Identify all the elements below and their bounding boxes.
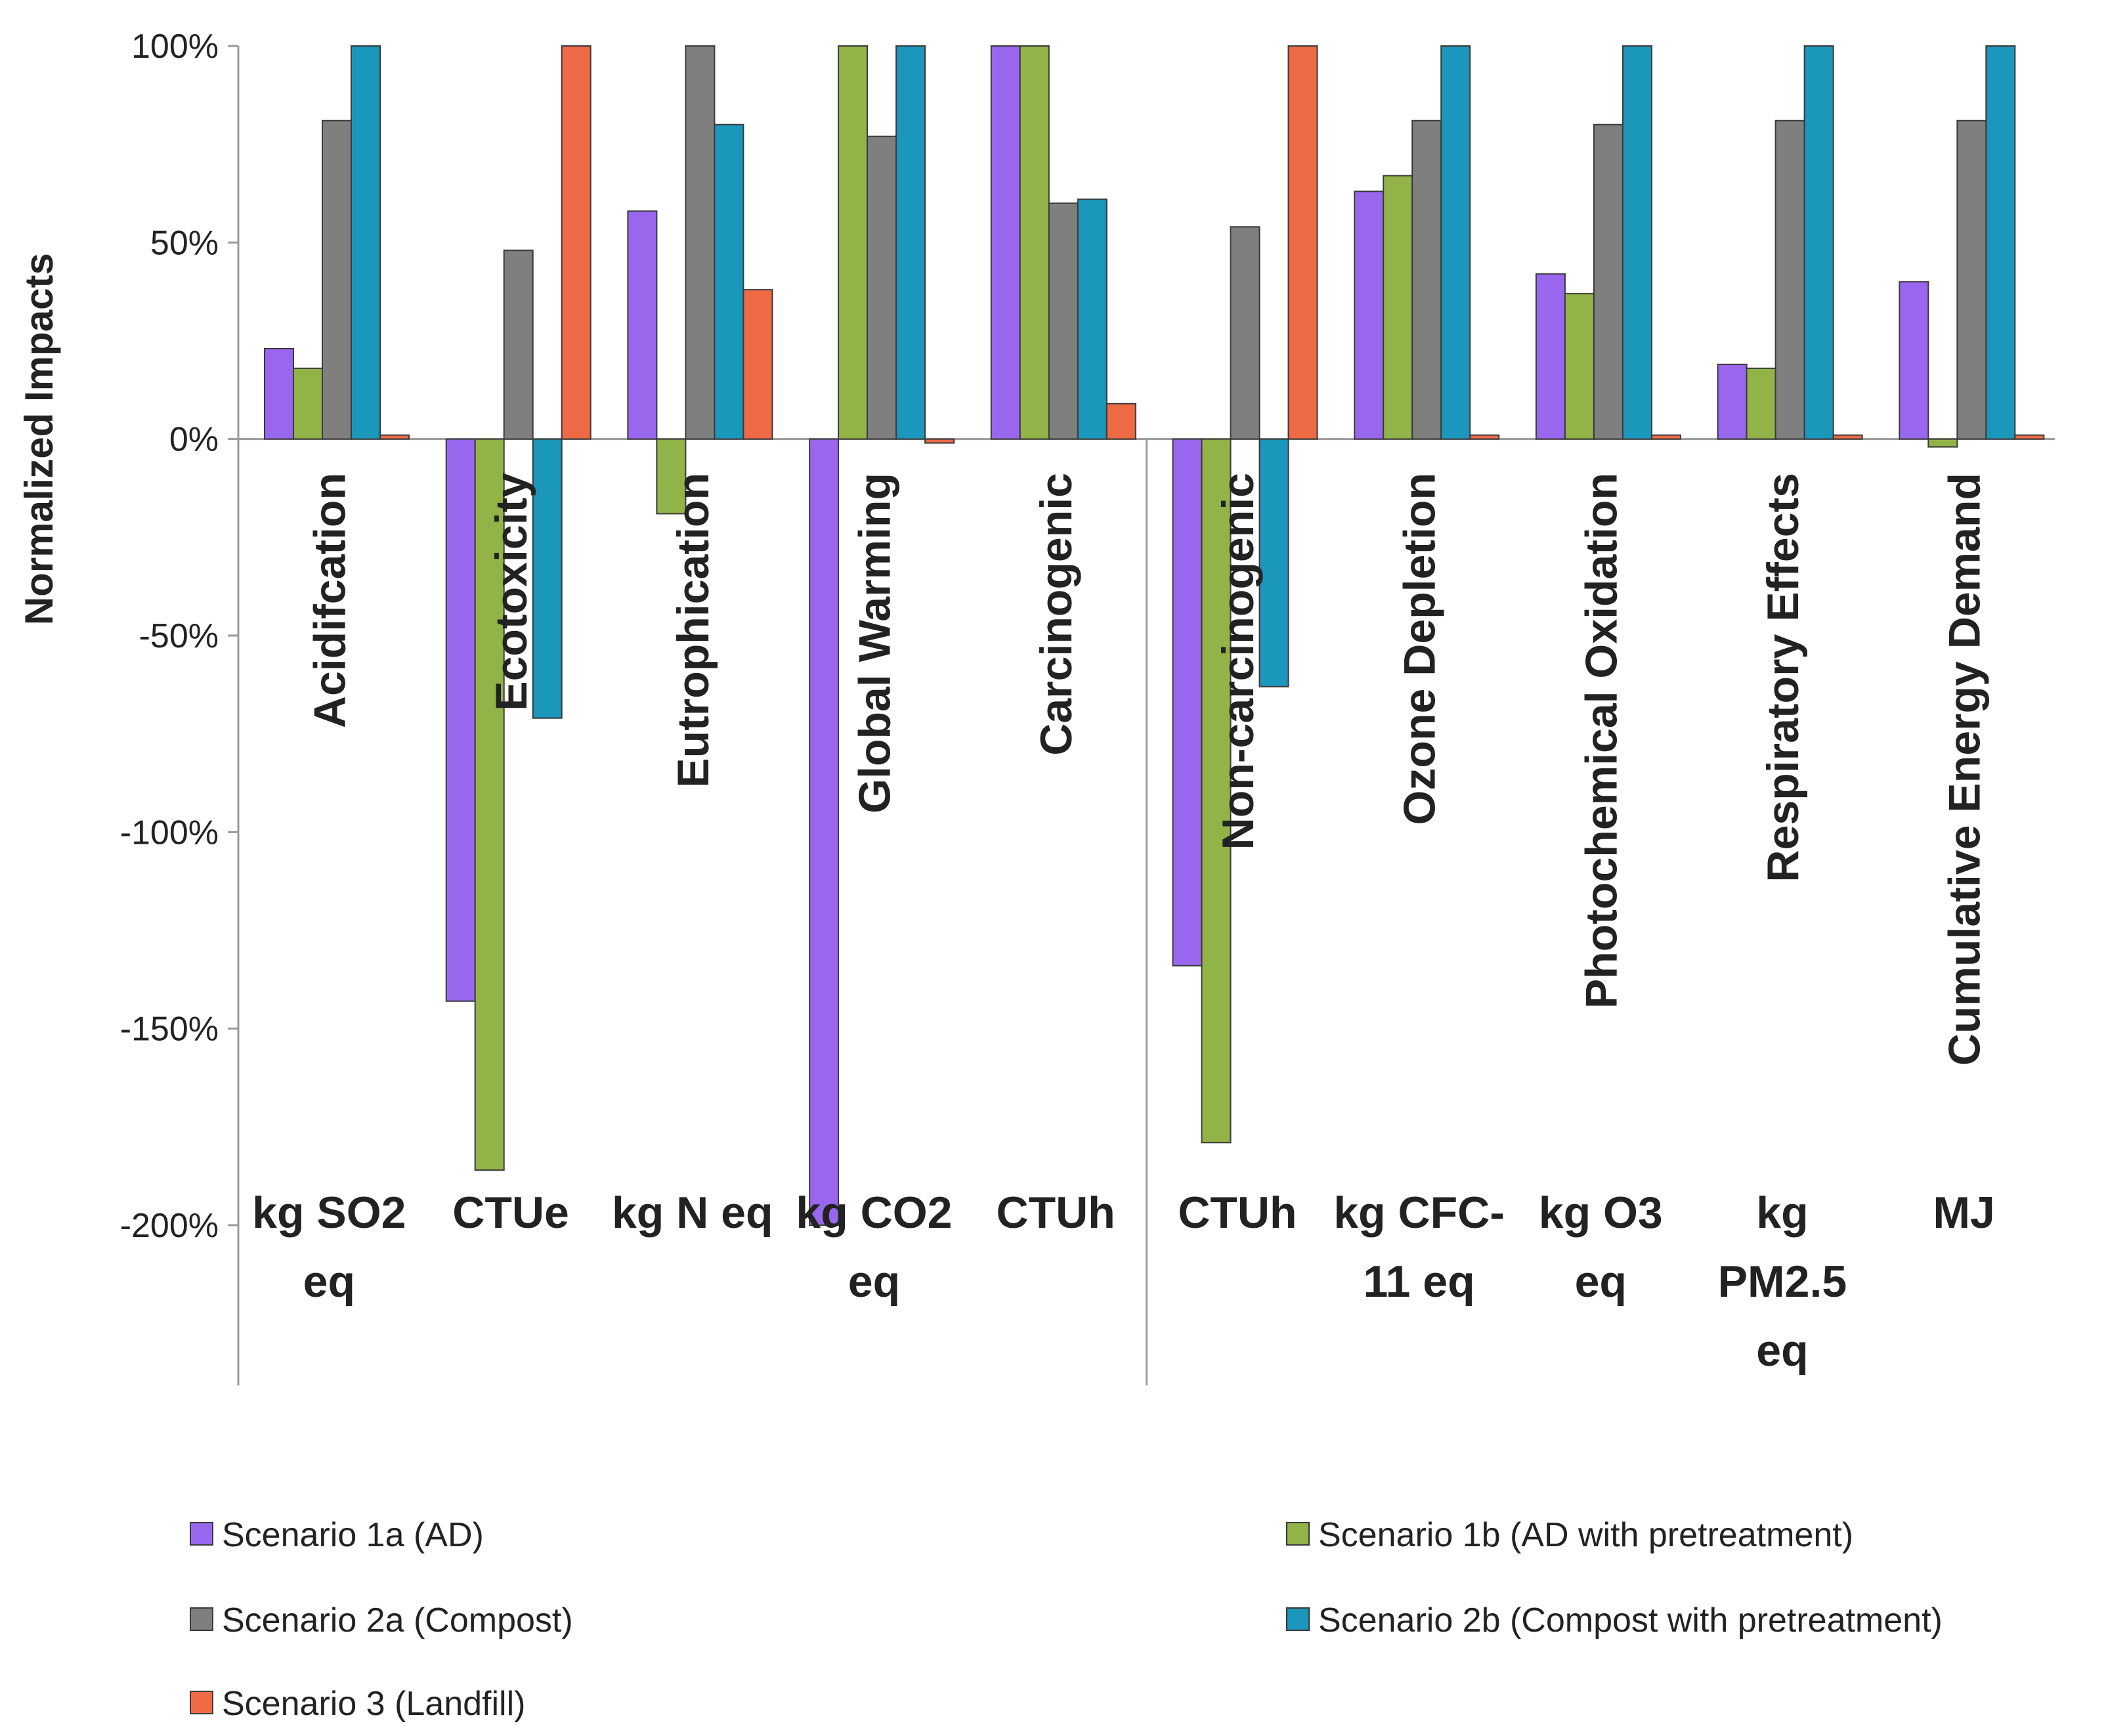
bar bbox=[1746, 367, 1776, 440]
bar bbox=[867, 135, 897, 440]
unit-label: MJ bbox=[1933, 1188, 1994, 1238]
y-tick-label: 100% bbox=[131, 28, 219, 66]
legend-label: Scenario 2a (Compost) bbox=[222, 1601, 573, 1639]
category-label: Cumulative Energy Demand bbox=[1940, 473, 1990, 1066]
y-tick-label: -200% bbox=[120, 1207, 219, 1245]
y-tick-label: 0% bbox=[169, 421, 219, 459]
bar bbox=[838, 45, 869, 440]
legend-swatch bbox=[190, 1522, 213, 1546]
bar bbox=[742, 289, 773, 440]
legend-label: Scenario 1b (AD with pretreatment) bbox=[1318, 1516, 1853, 1554]
bar bbox=[1899, 281, 1929, 440]
bar bbox=[656, 438, 687, 515]
y-tick-label: -50% bbox=[139, 617, 219, 655]
unit-label: kg CO2 bbox=[796, 1188, 952, 1238]
bar bbox=[924, 438, 955, 444]
bar bbox=[503, 250, 534, 440]
bar bbox=[990, 45, 1021, 440]
bar bbox=[2014, 434, 2045, 440]
unit-label: kg N eq bbox=[612, 1188, 773, 1238]
labels: Acidifcation kg SO2 eq Ecotoxicity CTUe Eutro… bbox=[252, 473, 1995, 1376]
unit-label: CTUh bbox=[997, 1188, 1115, 1238]
y-tick-label: 50% bbox=[150, 224, 219, 262]
bar bbox=[1258, 438, 1289, 687]
legend-swatch bbox=[190, 1607, 213, 1631]
unit-label: PM2.5 bbox=[1718, 1257, 1847, 1307]
bar bbox=[714, 123, 744, 440]
bar bbox=[379, 434, 410, 440]
bar bbox=[1469, 434, 1500, 440]
bar bbox=[1106, 402, 1136, 440]
y-axis-title: Normalized Impacts bbox=[17, 253, 61, 625]
bar bbox=[627, 210, 658, 440]
bar bbox=[293, 367, 323, 440]
bar bbox=[561, 45, 592, 440]
unit-label: kg bbox=[1756, 1188, 1808, 1238]
bar bbox=[895, 45, 926, 440]
unit-label: eq bbox=[848, 1257, 900, 1307]
bar bbox=[1201, 438, 1232, 1144]
bar bbox=[1172, 438, 1203, 966]
y-tick-label: -150% bbox=[120, 1010, 219, 1049]
bar bbox=[1564, 293, 1595, 440]
y-tick-label: -100% bbox=[120, 814, 219, 852]
bar bbox=[1956, 119, 1987, 440]
unit-label: kg CFC- bbox=[1333, 1188, 1505, 1238]
legend-label: Scenario 2b (Compost with pretreatment) bbox=[1318, 1601, 1943, 1639]
category-label: Carcinogenic bbox=[1031, 473, 1081, 756]
unit-label: kg O3 bbox=[1539, 1188, 1663, 1238]
bar bbox=[809, 438, 840, 1226]
legend: Scenario 1a (AD) Scenario 1b (AD with pre… bbox=[190, 1516, 1943, 1723]
category-label: Global Warming bbox=[850, 473, 899, 814]
category-label: Eutrophication bbox=[668, 473, 718, 788]
bar bbox=[445, 438, 476, 1002]
category-label: Acidifcation bbox=[305, 473, 355, 728]
legend-swatch bbox=[190, 1691, 213, 1714]
bar bbox=[1077, 198, 1108, 440]
bar bbox=[685, 45, 716, 440]
bar bbox=[1019, 45, 1050, 440]
unit-label: kg SO2 bbox=[252, 1188, 406, 1238]
bar bbox=[1411, 119, 1442, 440]
legend-label: Scenario 1a (AD) bbox=[222, 1516, 484, 1554]
bar bbox=[1287, 45, 1318, 440]
bar bbox=[1593, 123, 1624, 440]
bar bbox=[1622, 45, 1652, 440]
bar bbox=[1230, 226, 1260, 440]
category-label: Ecotoxicity bbox=[486, 473, 536, 711]
bar bbox=[1985, 45, 2016, 440]
bars bbox=[264, 45, 2045, 1226]
category-label: Non-carcinogenic bbox=[1213, 473, 1263, 850]
bar bbox=[1775, 119, 1805, 440]
unit-label: eq bbox=[303, 1257, 355, 1307]
bar bbox=[1803, 45, 1834, 440]
bar bbox=[1650, 434, 1681, 440]
bar bbox=[1927, 438, 1958, 448]
bar bbox=[1354, 190, 1385, 440]
legend-label: Scenario 3 (Landfill) bbox=[222, 1685, 525, 1723]
unit-label: CTUe bbox=[452, 1188, 569, 1238]
category-label: Respiratory Effects bbox=[1758, 473, 1808, 882]
bar bbox=[532, 438, 563, 719]
unit-label: 11 eq bbox=[1363, 1257, 1474, 1307]
bar bbox=[1717, 363, 1748, 440]
legend-swatch bbox=[1286, 1522, 1310, 1546]
axes: 100% 50% 0% -50% -100% -150% -200% Normalized I… bbox=[17, 28, 2055, 1385]
bar bbox=[474, 438, 505, 1171]
bar bbox=[322, 119, 352, 440]
bar bbox=[1048, 202, 1079, 440]
bar bbox=[1440, 45, 1471, 440]
bar bbox=[264, 347, 294, 440]
bar bbox=[1535, 273, 1566, 440]
unit-label: eq bbox=[1756, 1326, 1808, 1376]
unit-label: eq bbox=[1575, 1257, 1627, 1307]
bar bbox=[351, 45, 381, 440]
bar bbox=[1832, 434, 1863, 440]
unit-label: CTUh bbox=[1178, 1188, 1297, 1238]
category-label: Photochemical Oxidation bbox=[1576, 473, 1626, 1009]
legend-swatch bbox=[1286, 1607, 1310, 1631]
bar bbox=[1383, 175, 1413, 440]
category-label: Ozone Depletion bbox=[1395, 473, 1445, 825]
